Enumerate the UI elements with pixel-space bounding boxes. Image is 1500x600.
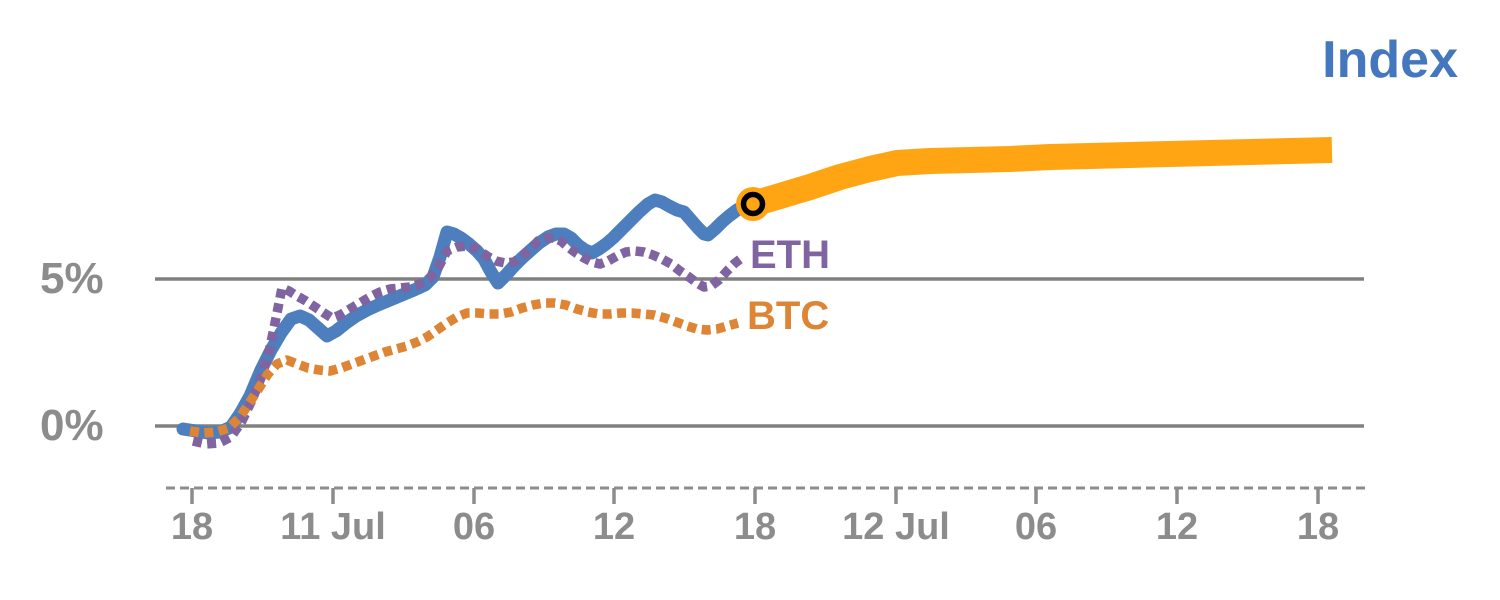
y-axis-label-0pct: 0% [40, 401, 104, 451]
x-axis-tick-label: 11 Jul [280, 506, 386, 548]
eth-series-label: ETH [750, 233, 830, 277]
x-axis-tick-label: 18 [170, 506, 214, 548]
current-point-marker-ring [740, 191, 766, 217]
index-history-line [176, 193, 760, 440]
index-projection-line [749, 137, 1333, 217]
chart-title: Index [1322, 31, 1458, 89]
x-axis-tick-label: 12 [592, 506, 636, 548]
eth-line [191, 233, 746, 449]
x-axis-tick-label: 18 [1296, 506, 1340, 548]
x-axis-tick-label: 12 Jul [842, 506, 950, 548]
btc-series-label: BTC [747, 294, 830, 338]
x-axis-tick-label: 12 [1155, 506, 1199, 548]
y-axis-label-5pct: 5% [40, 254, 104, 304]
x-axis-tick-label: 06 [452, 506, 496, 548]
btc-line [189, 298, 740, 438]
x-axis-tick-label: 06 [1014, 506, 1058, 548]
x-axis-tick-label: 18 [733, 506, 777, 548]
